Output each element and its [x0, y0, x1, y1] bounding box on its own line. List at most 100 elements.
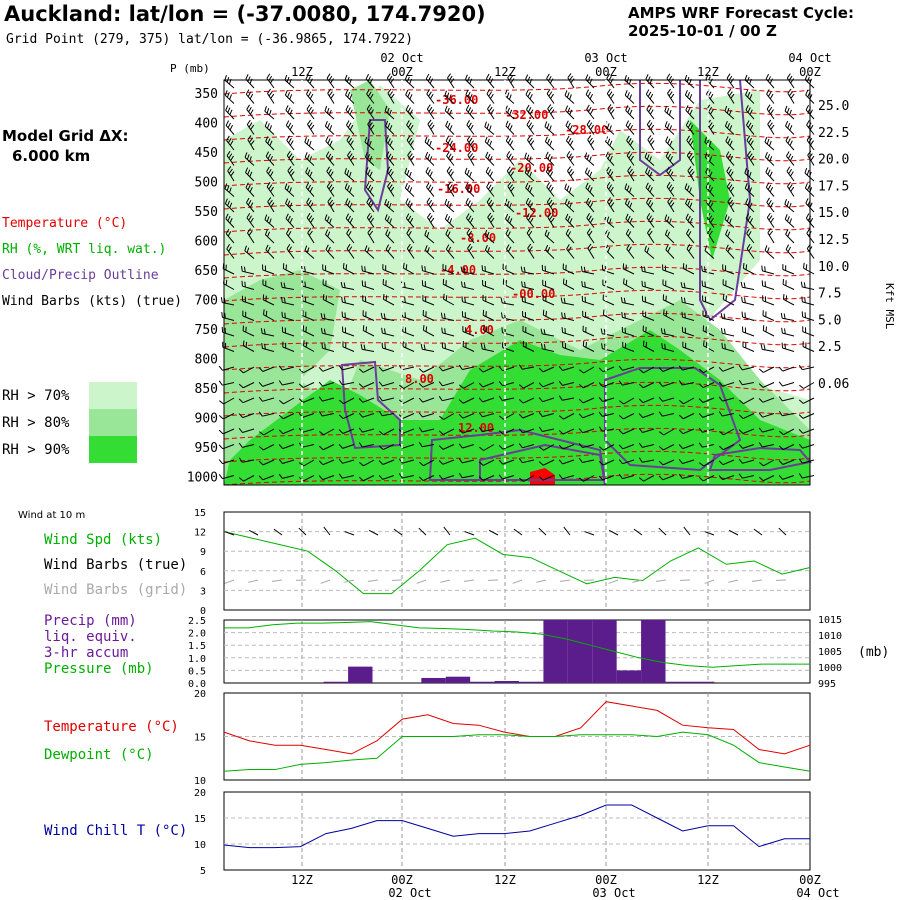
- wind-barb: [442, 278, 455, 290]
- top-tick-5: 00Z: [799, 65, 821, 79]
- wind-barb: [405, 89, 415, 104]
- legend-wind-barbs: Wind Barbs (kts) (true): [2, 294, 183, 309]
- wind-barb-true-10: [464, 531, 475, 536]
- wind-barb: [219, 397, 235, 405]
- wind-barb: [338, 458, 355, 464]
- wind-barb: [522, 310, 535, 321]
- wind-barb: [322, 279, 335, 290]
- wind-barb: [242, 340, 255, 352]
- cloud-outline-2: [699, 79, 752, 322]
- wind-barb: [725, 244, 735, 259]
- wind-barb: [758, 382, 775, 388]
- wind-barb: [238, 397, 255, 404]
- windchill-line: [223, 804, 810, 849]
- wind-barb: [566, 244, 575, 259]
- wind-barb: [586, 104, 595, 120]
- wind-barb: [623, 278, 635, 290]
- wind-barb: [721, 342, 735, 352]
- wind-barb: [787, 88, 795, 104]
- wind-barb: [665, 136, 675, 151]
- wind-barb-true-18: [658, 527, 667, 536]
- label-temperature: Temperature (°C): [44, 719, 179, 735]
- wind-barb: [621, 311, 635, 321]
- wind-barb: [642, 310, 655, 321]
- wind-barb: [322, 264, 335, 275]
- wind-barb: [707, 119, 715, 135]
- wind-barb: [658, 411, 675, 417]
- wind-barb: [540, 328, 555, 337]
- wind-barb: [466, 213, 475, 228]
- wind-barb: [582, 340, 595, 352]
- wind-barb: [358, 475, 375, 482]
- wind-barb: [278, 473, 295, 479]
- wind-barb: [564, 183, 575, 197]
- wind-barb: [781, 342, 795, 352]
- wind-barb: [226, 135, 235, 151]
- wind-barb: [598, 411, 615, 417]
- wind-barb: [562, 263, 575, 275]
- wind-barb: [418, 382, 435, 388]
- wind-barb: [382, 264, 395, 275]
- wind-speed-line: [223, 531, 811, 595]
- wind-barb: [746, 228, 755, 244]
- wind-barb: [418, 459, 435, 467]
- wind-barb: [282, 341, 295, 352]
- top-date-1: 02 Oct: [380, 51, 423, 65]
- wind-barb: [784, 105, 795, 120]
- forecast-cycle-label: AMPS WRF Forecast Cycle:: [628, 4, 854, 22]
- isotherm-6: [223, 220, 811, 233]
- precip-bar-11: [641, 620, 666, 683]
- wind-barb: [441, 327, 455, 337]
- wind-barb: [326, 181, 335, 197]
- wind-barb: [745, 89, 755, 104]
- wind-barb: [398, 473, 415, 479]
- wind-barb-grid-12: [512, 579, 523, 584]
- precip-bar-13: [689, 681, 715, 683]
- wind-panel-ytick-4: 3: [200, 586, 206, 597]
- wind-barb: [802, 326, 815, 337]
- wind-barb: [438, 428, 455, 435]
- label-dewpoint: Dewpoint (°C): [44, 747, 154, 763]
- wind-barb: [578, 397, 595, 404]
- wind-barb: [786, 151, 795, 166]
- wind-barb: [458, 364, 475, 370]
- wind-barb: [785, 120, 795, 135]
- temp-panel-labels: Temperature (°C) Dewpoint (°C): [44, 713, 179, 769]
- wind-barb: [619, 397, 635, 405]
- wind-barb: [718, 475, 735, 481]
- wind-barb: [606, 88, 615, 104]
- wind-barb: [562, 278, 575, 290]
- wind-barb: [284, 183, 295, 197]
- precip-bar-5: [494, 680, 519, 683]
- wind-barb: [478, 426, 495, 433]
- temperature-label-9: -00.00: [512, 287, 555, 301]
- wind-barb: [661, 342, 675, 352]
- wind-barb: [507, 181, 515, 197]
- wind-barb: [547, 212, 555, 228]
- wind-barb: [266, 166, 275, 182]
- page-title: Auckland: lat/lon = (-37.0080, 174.7920): [4, 2, 486, 26]
- wind-barb: [321, 342, 335, 352]
- wind-barb: [681, 311, 695, 321]
- wind-barb: [798, 428, 815, 434]
- wind-barb: [744, 183, 755, 197]
- wind-barb: [505, 120, 515, 135]
- wind-barb: [444, 213, 455, 228]
- wind-barb-true-0: [224, 531, 235, 536]
- wind-barb: [781, 327, 795, 337]
- wind-barb: [484, 136, 495, 151]
- wind-barb: [440, 312, 455, 321]
- wind-barb: [521, 281, 535, 290]
- wind-barb: [225, 105, 235, 120]
- isotherm-14: [223, 404, 811, 417]
- wind-barb: [341, 296, 355, 306]
- wind-barb: [386, 151, 395, 166]
- wind-barb: [658, 444, 675, 451]
- wind-barb: [607, 197, 615, 213]
- wind-barb: [638, 397, 655, 404]
- wind-barb: [741, 296, 755, 306]
- height-tick-4: 15.0: [818, 206, 849, 221]
- wind-barb: [618, 365, 635, 371]
- wind-barb: [542, 294, 555, 306]
- wind-barb: [678, 428, 695, 435]
